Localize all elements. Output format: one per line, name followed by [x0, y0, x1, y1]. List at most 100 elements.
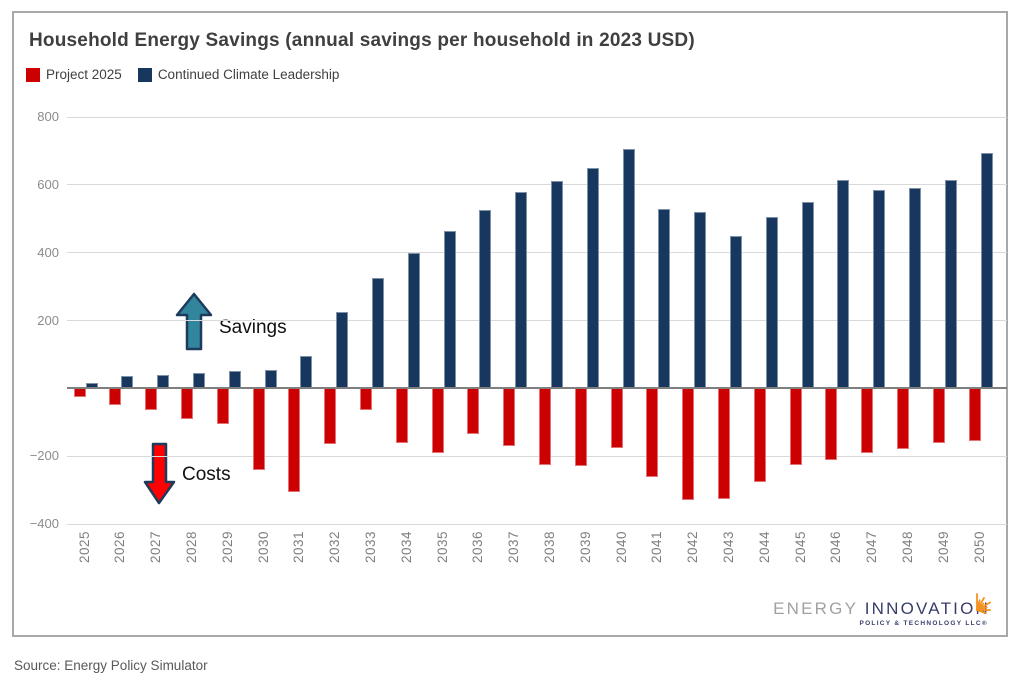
bar-climate-leadership-2030 — [264, 369, 277, 389]
x-axis-label-2050: 2050 — [971, 531, 987, 564]
bar-project-2025-2028 — [180, 388, 193, 419]
x-axis-zero-line — [67, 387, 1007, 390]
bar-climate-leadership-2034 — [407, 252, 420, 389]
x-axis-label-2042: 2042 — [685, 531, 701, 564]
x-axis-label-2047: 2047 — [864, 531, 880, 564]
chart-panel: Household Energy Savings (annual savings… — [12, 11, 1008, 637]
x-axis-label-2032: 2032 — [327, 531, 343, 564]
y-axis-tick-label: 400 — [37, 244, 59, 260]
x-axis-label-2035: 2035 — [434, 531, 450, 564]
logo-wordmark: ENERGY INNOVATION — [773, 593, 991, 619]
x-axis-label-2040: 2040 — [613, 531, 629, 564]
bar-project-2025-2029 — [216, 388, 229, 424]
x-axis-label-2038: 2038 — [541, 531, 557, 564]
bar-climate-leadership-2048 — [908, 188, 921, 389]
bar-project-2025-2047 — [861, 388, 874, 453]
x-axis-label-2039: 2039 — [577, 531, 593, 564]
bar-project-2025-2045 — [789, 388, 802, 465]
bar-project-2025-2041 — [646, 388, 659, 477]
bar-project-2025-2040 — [610, 388, 623, 448]
x-axis-label-2030: 2030 — [255, 531, 271, 564]
legend-swatch-climate-leadership — [137, 67, 152, 82]
y-axis-tick-label: −400 — [29, 516, 59, 531]
gridline-200 — [67, 320, 1007, 321]
legend-item-climate-leadership: Continued Climate Leadership — [137, 67, 340, 82]
bar-climate-leadership-2035 — [443, 230, 456, 389]
x-axis-label-2028: 2028 — [183, 531, 199, 564]
bar-climate-leadership-2038 — [550, 181, 563, 389]
bar-project-2025-2039 — [574, 388, 587, 467]
logo-starburst-icon — [976, 593, 991, 614]
legend: Project 2025 Continued Climate Leadershi… — [26, 67, 339, 82]
bar-project-2025-2050 — [968, 388, 981, 441]
bar-climate-leadership-2041 — [658, 208, 671, 389]
bar-project-2025-2032 — [324, 388, 337, 445]
legend-swatch-project-2025 — [26, 67, 40, 82]
bar-climate-leadership-2037 — [515, 191, 528, 389]
legend-label: Continued Climate Leadership — [157, 67, 340, 82]
bar-climate-leadership-2047 — [873, 189, 886, 389]
bar-project-2025-2036 — [467, 388, 480, 435]
bar-climate-leadership-2027 — [157, 374, 170, 389]
costs-annotation-label: Costs — [182, 464, 231, 485]
plot-area: Savings Costs 800 600 400 200 −200 −400 2025 20… — [30, 109, 1007, 563]
bar-climate-leadership-2033 — [371, 278, 384, 389]
x-axis-label-2029: 2029 — [219, 531, 235, 564]
bar-project-2025-2042 — [682, 388, 695, 501]
x-axis-label-2044: 2044 — [756, 531, 772, 564]
x-axis-label-2037: 2037 — [506, 531, 522, 564]
y-axis-tick-label: 800 — [37, 109, 59, 124]
bar-project-2025-2038 — [538, 388, 551, 465]
bar-project-2025-2046 — [825, 388, 838, 460]
bar-climate-leadership-2049 — [944, 179, 957, 389]
x-axis-label-2041: 2041 — [649, 531, 665, 564]
bar-project-2025-2031 — [288, 388, 301, 492]
bar-climate-leadership-2039 — [586, 167, 599, 389]
costs-down-arrow-icon — [143, 442, 176, 505]
logo-word-energy: ENERGY — [773, 599, 858, 618]
bar-climate-leadership-2028 — [192, 373, 205, 389]
gridline-800 — [67, 116, 1007, 118]
savings-up-arrow-icon — [175, 292, 213, 351]
bar-climate-leadership-2029 — [228, 371, 241, 389]
x-axis-label-2045: 2045 — [792, 531, 808, 564]
x-axis-label-2046: 2046 — [828, 531, 844, 564]
logo-word-innovation: INNOVATION — [864, 599, 990, 618]
bar-project-2025-2027 — [145, 388, 158, 411]
bar-climate-leadership-2042 — [694, 211, 707, 389]
bar-project-2025-2035 — [431, 388, 444, 453]
x-axis-label-2048: 2048 — [899, 531, 915, 564]
x-axis-label-2033: 2033 — [362, 531, 378, 564]
bar-project-2025-2037 — [503, 388, 516, 446]
savings-annotation-label: Savings — [219, 317, 287, 338]
bar-climate-leadership-2044 — [765, 217, 778, 389]
bar-project-2025-2030 — [252, 388, 265, 470]
x-axis-label-2034: 2034 — [398, 531, 414, 564]
bar-project-2025-2025 — [73, 388, 86, 397]
bar-project-2025-2043 — [717, 388, 730, 499]
bar-project-2025-2048 — [896, 388, 909, 450]
x-axis-label-2026: 2026 — [112, 531, 128, 564]
gridline--200 — [67, 455, 1007, 457]
y-axis-tick-label: 200 — [37, 312, 59, 328]
legend-item-project-2025: Project 2025 — [26, 67, 122, 82]
gridline-600 — [67, 184, 1007, 186]
gridline-400 — [67, 252, 1007, 254]
bar-climate-leadership-2040 — [622, 149, 635, 389]
bar-climate-leadership-2032 — [336, 312, 349, 389]
bar-climate-leadership-2050 — [980, 152, 993, 389]
x-axis-label-2025: 2025 — [76, 531, 92, 564]
bar-climate-leadership-2043 — [729, 235, 742, 389]
bar-climate-leadership-2046 — [837, 179, 850, 389]
bar-climate-leadership-2036 — [479, 210, 492, 389]
x-axis-label-2043: 2043 — [720, 531, 736, 564]
bar-project-2025-2044 — [753, 388, 766, 482]
x-axis-label-2027: 2027 — [148, 531, 164, 564]
legend-label: Project 2025 — [46, 67, 122, 82]
energy-innovation-logo: ENERGY INNOVATION POLICY & TECHNOLOGY LL… — [773, 593, 991, 627]
source-note: Source: Energy Policy Simulator — [14, 658, 208, 673]
bar-project-2025-2049 — [932, 388, 945, 443]
x-axis-label-2031: 2031 — [291, 531, 307, 564]
bar-project-2025-2033 — [359, 388, 372, 411]
logo-subtext: POLICY & TECHNOLOGY LLC® — [859, 620, 988, 627]
